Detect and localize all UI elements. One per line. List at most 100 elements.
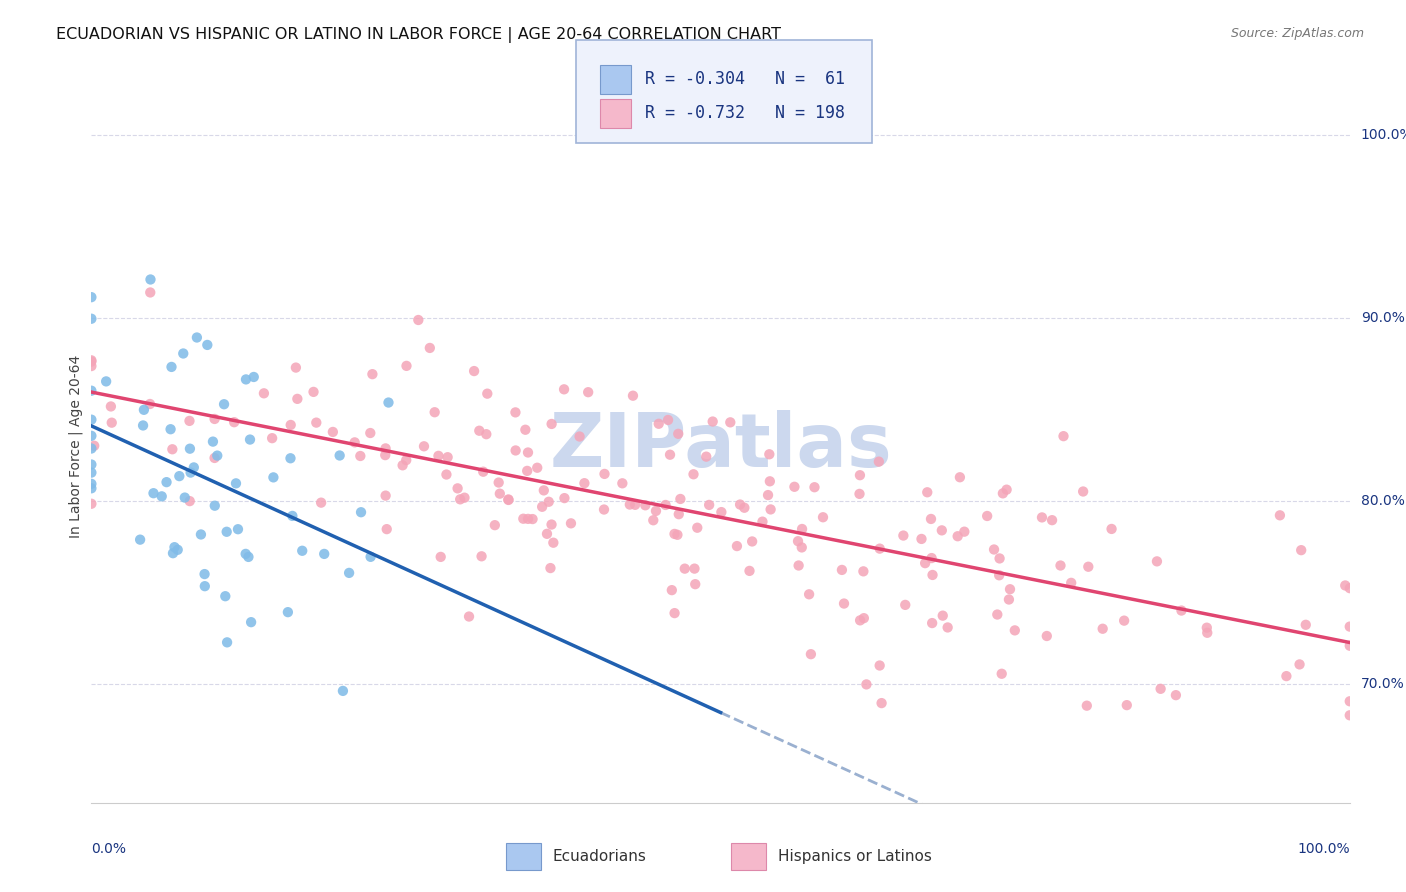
Point <box>682 467 704 482</box>
Point <box>790 541 813 555</box>
Point <box>998 592 1021 607</box>
Point <box>538 561 561 575</box>
Point <box>759 502 782 516</box>
Text: ZIPatlas: ZIPatlas <box>550 409 891 483</box>
Point <box>238 549 260 564</box>
Point <box>659 448 682 462</box>
Point <box>998 582 1021 597</box>
Point <box>621 389 644 403</box>
Point <box>1339 694 1361 708</box>
Point <box>458 609 481 624</box>
Point <box>932 608 955 623</box>
Point <box>408 313 430 327</box>
Text: Source: ZipAtlas.com: Source: ZipAtlas.com <box>1230 27 1364 40</box>
Point <box>183 460 205 475</box>
Text: 100.0%: 100.0% <box>1361 128 1406 142</box>
Point <box>1295 617 1317 632</box>
Point <box>1060 575 1083 590</box>
Point <box>849 468 872 483</box>
Point <box>576 385 599 400</box>
Point <box>533 483 555 498</box>
Point <box>787 558 810 573</box>
Point <box>593 467 616 481</box>
Point <box>201 434 224 449</box>
Point <box>983 542 1005 557</box>
Point <box>668 507 690 521</box>
Point <box>83 439 105 453</box>
Point <box>543 535 565 549</box>
Point <box>160 359 183 374</box>
Point <box>537 495 560 509</box>
Point <box>349 449 371 463</box>
Point <box>139 272 162 286</box>
Text: ECUADORIAN VS HISPANIC OR LATINO IN LABOR FORCE | AGE 20-64 CORRELATION CHART: ECUADORIAN VS HISPANIC OR LATINO IN LABO… <box>56 27 782 43</box>
Point <box>522 512 544 526</box>
Point <box>669 491 692 506</box>
Point <box>212 397 235 411</box>
Point <box>1275 669 1298 683</box>
Point <box>666 426 689 441</box>
Point <box>166 542 188 557</box>
Point <box>673 561 696 575</box>
Point <box>291 543 314 558</box>
Point <box>990 666 1012 681</box>
Point <box>453 491 475 505</box>
Point <box>574 476 596 491</box>
Point <box>849 613 872 627</box>
Point <box>931 524 953 538</box>
Point <box>395 359 418 373</box>
Text: 90.0%: 90.0% <box>1361 311 1405 325</box>
Point <box>80 476 103 491</box>
Point <box>484 518 506 533</box>
Point <box>142 486 165 500</box>
Point <box>375 522 398 536</box>
Point <box>517 512 540 526</box>
Point <box>1077 559 1099 574</box>
Point <box>80 481 103 495</box>
Point <box>1339 639 1361 653</box>
Point <box>893 528 915 542</box>
Point <box>80 458 103 472</box>
Point <box>624 498 647 512</box>
Point <box>1339 619 1361 633</box>
Point <box>449 492 471 507</box>
Point <box>139 285 162 300</box>
Point <box>800 647 823 661</box>
Point <box>94 375 117 389</box>
Point <box>262 470 284 484</box>
Point <box>593 502 616 516</box>
Point <box>695 450 717 464</box>
Point <box>517 445 540 459</box>
Point <box>498 493 520 508</box>
Point <box>664 527 686 541</box>
Point <box>204 450 226 465</box>
Point <box>374 489 396 503</box>
Point <box>1334 578 1357 592</box>
Point <box>666 528 689 542</box>
Text: Hispanics or Latinos: Hispanics or Latinos <box>778 849 931 863</box>
Point <box>155 475 177 490</box>
Point <box>475 427 498 442</box>
Point <box>505 443 527 458</box>
Point <box>664 606 686 620</box>
Point <box>80 311 103 326</box>
Point <box>894 598 917 612</box>
Point <box>852 611 875 625</box>
Point <box>446 481 468 495</box>
Point <box>80 384 103 398</box>
Point <box>505 405 527 419</box>
Point <box>1031 510 1053 524</box>
Point <box>419 341 441 355</box>
Point <box>697 498 720 512</box>
Text: Ecuadorians: Ecuadorians <box>553 849 647 863</box>
Point <box>683 577 706 591</box>
Point <box>1170 603 1192 617</box>
Point <box>374 448 396 462</box>
Point <box>718 415 741 429</box>
Point <box>374 442 396 456</box>
Point <box>337 566 360 580</box>
Point <box>235 372 257 386</box>
Text: 80.0%: 80.0% <box>1361 494 1405 508</box>
Point <box>80 466 103 480</box>
Point <box>1076 698 1098 713</box>
